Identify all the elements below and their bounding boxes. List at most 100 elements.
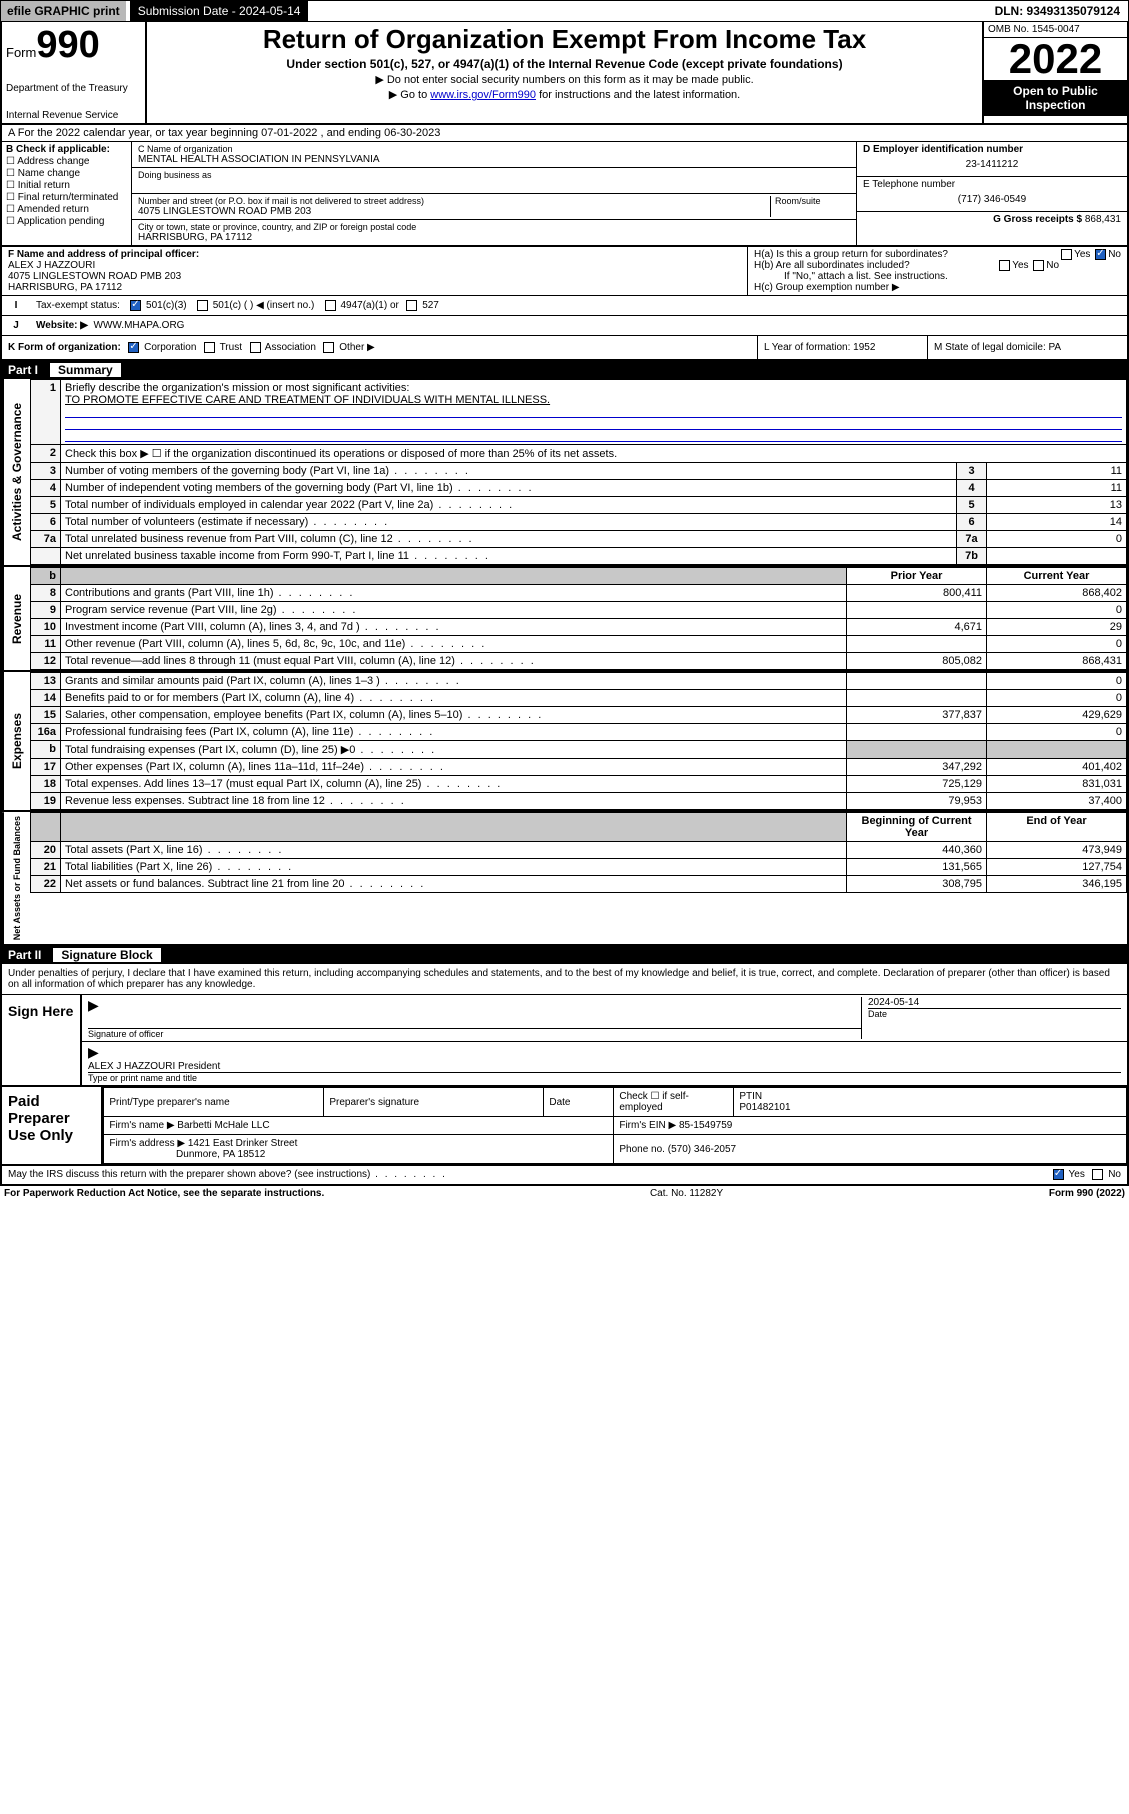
part-i-header: Part I Summary — [0, 361, 1129, 379]
i-527[interactable] — [406, 300, 417, 311]
g-value: 868,431 — [1085, 214, 1121, 225]
row-prior — [847, 690, 987, 707]
c-name-row: C Name of organization MENTAL HEALTH ASS… — [132, 142, 856, 168]
chk-pending[interactable]: ☐ Application pending — [6, 216, 127, 227]
row-prior: 805,082 — [847, 653, 987, 670]
row-num: 3 — [31, 463, 61, 480]
row-prior — [847, 636, 987, 653]
table-row: 7a Total unrelated business revenue from… — [31, 531, 1127, 548]
row-prior: 725,129 — [847, 776, 987, 793]
prep-firm-ein: Firm's EIN ▶ 85-1549759 — [614, 1117, 1127, 1135]
j-value: WWW.MHAPA.ORG — [94, 320, 185, 331]
row-klm: K Form of organization: Corporation Trus… — [0, 336, 1129, 361]
side-exp: Expenses — [2, 672, 30, 810]
row-current — [987, 741, 1127, 759]
table-row: 6 Total number of volunteers (estimate i… — [31, 514, 1127, 531]
chk-address[interactable]: ☐ Address change — [6, 156, 127, 167]
row-num — [31, 548, 61, 565]
row-box: 4 — [957, 480, 987, 497]
row-box: 6 — [957, 514, 987, 531]
k-trust[interactable] — [204, 342, 215, 353]
hb-no[interactable] — [1033, 260, 1044, 271]
ha-yes[interactable] — [1061, 249, 1072, 260]
hb-note: If "No," attach a list. See instructions… — [754, 271, 1121, 282]
chk-name[interactable]: ☐ Name change — [6, 168, 127, 179]
c-city-row: City or town, state or province, country… — [132, 220, 856, 245]
i-4947[interactable] — [325, 300, 336, 311]
part-ii-title: Signature Block — [53, 948, 160, 962]
part-i-num: Part I — [8, 363, 38, 377]
k-other[interactable] — [323, 342, 334, 353]
row-current: 0 — [987, 690, 1127, 707]
table-row: 16a Professional fundraising fees (Part … — [31, 724, 1127, 741]
e-label: E Telephone number — [863, 179, 1121, 190]
row-current: 401,402 — [987, 759, 1127, 776]
rev-body: b Prior Year Current Year 8 Contribution… — [30, 567, 1127, 670]
row-desc: Total liabilities (Part X, line 26) — [61, 859, 847, 876]
row-prior: 377,837 — [847, 707, 987, 724]
row-desc: Contributions and grants (Part VIII, lin… — [61, 585, 847, 602]
net-hdr-d — [61, 813, 847, 842]
may-discuss: May the IRS discuss this return with the… — [8, 1169, 447, 1180]
row-prior: 308,795 — [847, 876, 987, 893]
i-content: Tax-exempt status: 501(c)(3) 501(c) ( ) … — [30, 296, 1127, 315]
row-i: I Tax-exempt status: 501(c)(3) 501(c) ( … — [0, 296, 1129, 316]
i-501c[interactable] — [197, 300, 208, 311]
efile-label[interactable]: efile GRAPHIC print — [1, 1, 126, 21]
row-1: 1 Briefly describe the organization's mi… — [31, 380, 1127, 445]
table-row: b Total fundraising expenses (Part IX, c… — [31, 741, 1127, 759]
chk-amended[interactable]: ☐ Amended return — [6, 204, 127, 215]
d-row: D Employer identification number 23-1411… — [857, 142, 1127, 177]
row-current: 429,629 — [987, 707, 1127, 724]
j-label: Website: ▶ — [36, 320, 88, 331]
row-num: 20 — [31, 842, 61, 859]
row-current: 831,031 — [987, 776, 1127, 793]
table-row: 9 Program service revenue (Part VIII, li… — [31, 602, 1127, 619]
prep-h-check: Check ☐ if self-employed — [614, 1088, 734, 1117]
f-addr1: 4075 LINGLESTOWN ROAD PMB 203 — [8, 271, 181, 282]
k-cell: K Form of organization: Corporation Trus… — [2, 336, 757, 359]
gov-body: 1 Briefly describe the organization's mi… — [30, 379, 1127, 565]
header-right: OMB No. 1545-0047 2022 Open to Public In… — [982, 22, 1127, 123]
row-prior: 4,671 — [847, 619, 987, 636]
table-row: 14 Benefits paid to or for members (Part… — [31, 690, 1127, 707]
note-link: Go to www.irs.gov/Form990 for instructio… — [153, 88, 976, 101]
row-desc: Total expenses. Add lines 13–17 (must eq… — [61, 776, 847, 793]
table-row: 12 Total revenue—add lines 8 through 11 … — [31, 653, 1127, 670]
open-inspection: Open to Public Inspection — [984, 80, 1127, 116]
may-no[interactable] — [1092, 1169, 1103, 1180]
k-corp[interactable] — [128, 342, 139, 353]
ha-no[interactable] — [1095, 249, 1106, 260]
chk-initial[interactable]: ☐ Initial return — [6, 180, 127, 191]
table-row: 19 Revenue less expenses. Subtract line … — [31, 793, 1127, 810]
row-desc: Total assets (Part X, line 16) — [61, 842, 847, 859]
row-desc: Total revenue—add lines 8 through 11 (mu… — [61, 653, 847, 670]
form-990: 990 — [36, 24, 99, 66]
table-row: 3 Number of voting members of the govern… — [31, 463, 1127, 480]
i-501c3[interactable] — [130, 300, 141, 311]
hb: H(b) Are all subordinates included? Yes … — [754, 260, 1121, 271]
row-desc: Total number of individuals employed in … — [61, 497, 957, 514]
row-j: J Website: ▶ WWW.MHAPA.ORG — [0, 316, 1129, 336]
row-desc: Total number of volunteers (estimate if … — [61, 514, 957, 531]
may-yes[interactable] — [1053, 1169, 1064, 1180]
hb-yes[interactable] — [999, 260, 1010, 271]
row-desc: Other expenses (Part IX, column (A), lin… — [61, 759, 847, 776]
c-room-label: Room/suite — [775, 196, 850, 206]
k-assoc[interactable] — [250, 342, 261, 353]
header-mid: Return of Organization Exempt From Incom… — [147, 22, 982, 123]
block-bcdeg: B Check if applicable: ☐ Address change … — [0, 141, 1129, 247]
table-row: 4 Number of independent voting members o… — [31, 480, 1127, 497]
i-label: Tax-exempt status: — [36, 300, 120, 311]
row-box: 5 — [957, 497, 987, 514]
row-num: 14 — [31, 690, 61, 707]
row-current: 868,402 — [987, 585, 1127, 602]
table-row: 13 Grants and similar amounts paid (Part… — [31, 673, 1127, 690]
row-fh: F Name and address of principal officer:… — [0, 247, 1129, 296]
row-desc: Investment income (Part VIII, column (A)… — [61, 619, 847, 636]
form-num: Form 990 (2022) — [1049, 1188, 1125, 1199]
irs-link[interactable]: www.irs.gov/Form990 — [430, 89, 536, 101]
prep-h-sig: Preparer's signature — [324, 1088, 544, 1117]
row-val: 13 — [987, 497, 1127, 514]
chk-final[interactable]: ☐ Final return/terminated — [6, 192, 127, 203]
